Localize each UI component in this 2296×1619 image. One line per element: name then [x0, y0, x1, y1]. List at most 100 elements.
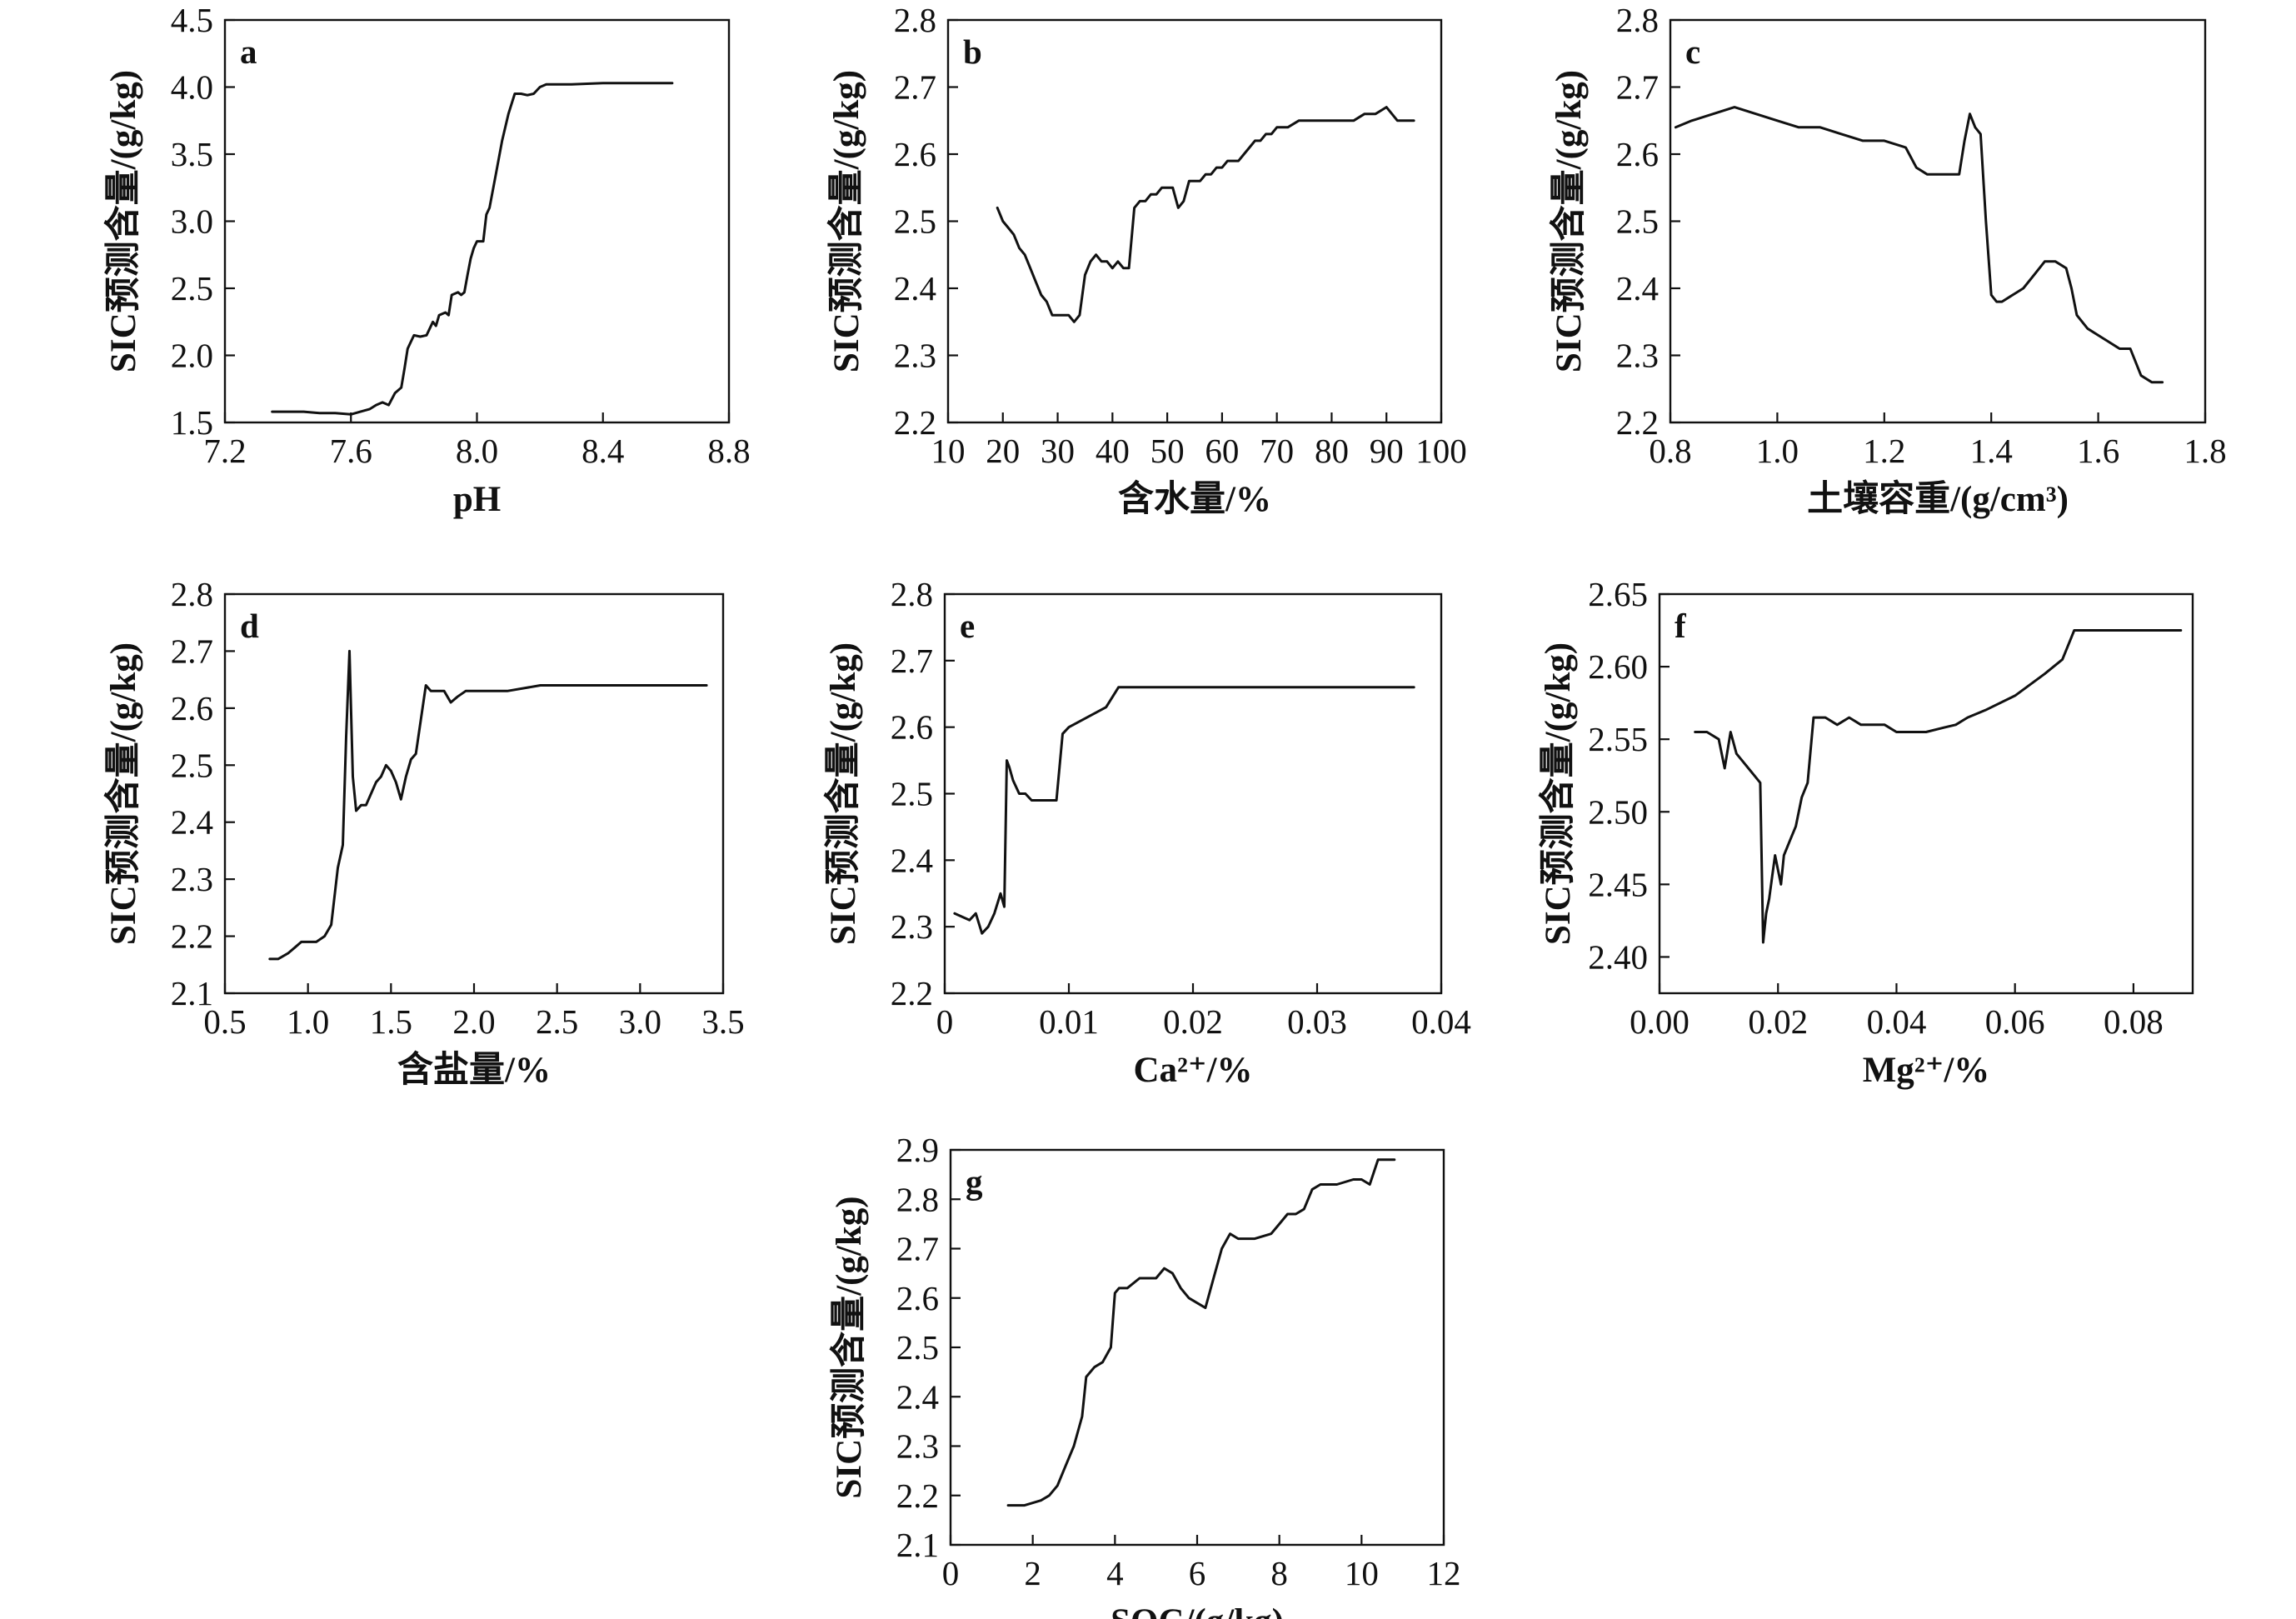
- chart-panel-c: 0.8 1.0 1.2 1.4 1.6 1.8 2.2 2.3 2.4 2.5 2.6 2.7 2.8 c…: [1549, 1, 2227, 519]
- y-tick-label: 2.2: [1616, 403, 1659, 442]
- y-tick-label: 2.3: [891, 907, 933, 946]
- x-tick-label: 0.02: [1163, 1002, 1223, 1041]
- plot-frame: [1658, 592, 2194, 995]
- panel-letter: a: [240, 32, 257, 71]
- y-tick-label: 2.40: [1588, 937, 1648, 976]
- x-tick-label: 1.0: [287, 1002, 329, 1041]
- y-tick-label: 2.8: [894, 1, 936, 39]
- x-tick-label: 0.04: [1867, 1002, 1927, 1041]
- y-tick-label: 2.4: [171, 803, 213, 842]
- series-line: [1694, 629, 2183, 944]
- y-tick-label: 2.2: [891, 974, 933, 1012]
- x-tick-label: 2: [1024, 1554, 1041, 1592]
- y-tick-label: 2.8: [896, 1180, 939, 1218]
- x-tick-label: 0.5: [203, 1002, 246, 1041]
- chart-panel-g: 0 2 4 6 8 10 12 2.1 2.2 2.3 2.4 2.5 2.6 2.7 2.8 2.9 g SOC…: [829, 1131, 1461, 1619]
- plot-frame: [223, 592, 725, 995]
- series-line: [953, 686, 1415, 935]
- x-tick-label: 50: [1150, 432, 1185, 470]
- y-tick-label: 4.5: [171, 1, 213, 39]
- x-axis-title: 含盐量/%: [397, 1050, 551, 1090]
- y-tick-label: 2.7: [896, 1230, 939, 1268]
- x-tick-label: 7.2: [203, 432, 246, 470]
- series-line: [268, 649, 708, 961]
- y-axis-title: SIC预测含量/(g/kg): [829, 1196, 869, 1498]
- x-tick-label: 80: [1315, 432, 1349, 470]
- y-tick-label: 2.7: [894, 68, 936, 107]
- panel-letter: d: [240, 607, 259, 645]
- x-tick-label: 2.5: [536, 1002, 578, 1041]
- x-tick-label: 1.6: [2077, 432, 2119, 470]
- y-tick-label: 2.7: [171, 632, 213, 670]
- y-tick-label: 2.9: [896, 1131, 939, 1169]
- x-tick-label: 8.0: [456, 432, 498, 470]
- series-line: [996, 106, 1415, 323]
- y-tick-label: 2.5: [1616, 202, 1659, 241]
- x-tick-label: 6: [1189, 1554, 1206, 1592]
- x-tick-label: 100: [1415, 432, 1467, 470]
- y-tick-label: 2.5: [894, 202, 936, 241]
- y-tick-label: 2.55: [1588, 720, 1648, 758]
- x-tick-label: 90: [1370, 432, 1404, 470]
- plot-frame: [946, 18, 1443, 424]
- y-tick-label: 2.4: [1616, 269, 1659, 307]
- y-tick-label: 2.3: [1616, 337, 1659, 375]
- y-tick-label: 2.2: [171, 917, 213, 956]
- x-tick-label: 4: [1106, 1554, 1124, 1592]
- x-tick-label: 0.01: [1039, 1002, 1099, 1041]
- y-tick-label: 2.65: [1588, 575, 1648, 613]
- x-tick-label: 12: [1427, 1554, 1461, 1592]
- y-tick-label: 2.8: [171, 575, 213, 613]
- y-tick-label: 2.3: [171, 860, 213, 898]
- x-tick-label: 0.06: [1985, 1002, 2045, 1041]
- x-tick-label: 1.4: [1970, 432, 2013, 470]
- x-tick-label: 7.6: [330, 432, 372, 470]
- x-tick-label: 0.00: [1630, 1002, 1690, 1041]
- x-tick-label: 3.5: [701, 1002, 744, 1041]
- y-axis-title: SIC预测含量/(g/kg): [103, 642, 143, 945]
- chart-panel-d: 0.5 1.0 1.5 2.0 2.5 3.0 3.5 2.1 2.2 2.3 2.4 2.5 2.6 2…: [103, 575, 745, 1090]
- x-axis-title: Mg²⁺/%: [1863, 1051, 1990, 1090]
- x-tick-label: 60: [1205, 432, 1239, 470]
- y-tick-label: 2.60: [1588, 647, 1648, 686]
- x-tick-label: 1.5: [370, 1002, 412, 1041]
- y-tick-label: 3.0: [171, 202, 213, 241]
- chart-panel-a: 7.2 7.6 8.0 8.4 8.8 1.5 2.0 2.5 3.0 3.5 4.0 4.5 a pH S…: [103, 1, 751, 519]
- y-tick-label: 2.4: [894, 269, 936, 307]
- x-tick-label: 3.0: [619, 1002, 661, 1041]
- x-tick-label: 1.2: [1863, 432, 1905, 470]
- y-tick-label: 2.8: [891, 575, 933, 613]
- panel-letter: b: [963, 32, 982, 71]
- chart-panel-e: 0 0.01 0.02 0.03 0.04 2.2 2.3 2.4 2.5 2.6 2.7 2.8 e C…: [823, 575, 1471, 1090]
- panel-letter: c: [1685, 32, 1700, 71]
- x-axis-title: pH: [453, 480, 501, 519]
- x-tick-label: 2.0: [452, 1002, 495, 1041]
- x-tick-label: 0.08: [2104, 1002, 2164, 1041]
- y-tick-label: 2.3: [894, 337, 936, 375]
- y-axis-title: SIC预测含量/(g/kg): [826, 70, 866, 372]
- y-axis-title: SIC预测含量/(g/kg): [103, 70, 143, 372]
- x-tick-label: 0.02: [1748, 1002, 1808, 1041]
- y-tick-label: 2.50: [1588, 792, 1648, 831]
- plot-frame: [1669, 18, 2207, 424]
- y-tick-label: 2.3: [896, 1427, 939, 1466]
- y-tick-label: 1.5: [171, 403, 213, 442]
- y-tick-label: 2.4: [896, 1377, 939, 1416]
- y-axis-title: SIC预测含量/(g/kg): [1538, 642, 1578, 945]
- x-tick-label: 0: [936, 1002, 954, 1041]
- y-tick-label: 2.7: [891, 642, 933, 680]
- y-tick-label: 2.6: [896, 1279, 939, 1317]
- x-tick-label: 8.8: [707, 432, 750, 470]
- y-tick-label: 2.6: [891, 708, 933, 747]
- x-axis-title: SOC/(g/kg): [1111, 1602, 1284, 1619]
- y-tick-label: 2.6: [171, 689, 213, 727]
- y-tick-label: 4.0: [171, 68, 213, 107]
- x-tick-label: 0.04: [1411, 1002, 1471, 1041]
- x-tick-label: 1.8: [2184, 432, 2226, 470]
- x-tick-label: 0: [942, 1554, 960, 1592]
- x-axis-title: 土壤容重/(g/cm³): [1807, 479, 2069, 519]
- chart-panel-f: 0.00 0.02 0.04 0.06 0.08 2.40 2.45 2.50 2.55 2.60…: [1538, 575, 2194, 1090]
- y-tick-label: 2.5: [896, 1328, 939, 1367]
- x-tick-label: 1.0: [1756, 432, 1799, 470]
